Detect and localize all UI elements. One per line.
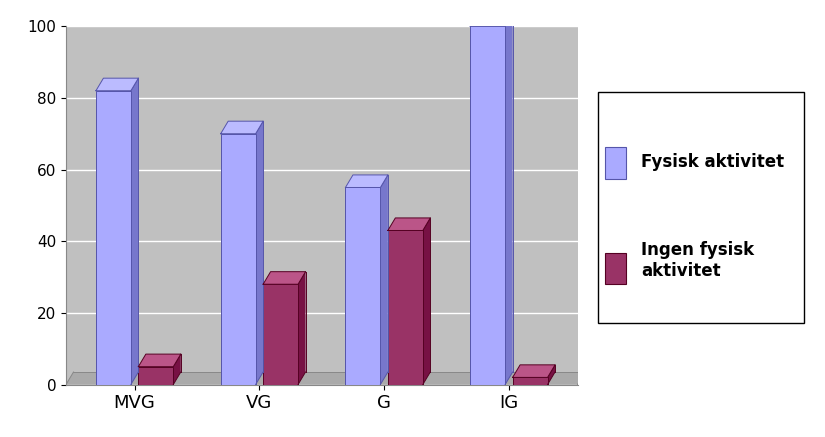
Polygon shape (548, 365, 555, 385)
Text: Fysisk aktivitet: Fysisk aktivitet (641, 153, 785, 171)
Polygon shape (66, 372, 585, 385)
Polygon shape (505, 14, 512, 385)
Bar (96, 91, 131, 385)
Polygon shape (263, 272, 305, 284)
Polygon shape (139, 354, 181, 367)
Bar (605, 147, 626, 179)
Polygon shape (380, 175, 388, 385)
Bar (388, 230, 422, 385)
Polygon shape (470, 14, 512, 26)
Polygon shape (422, 218, 431, 385)
Polygon shape (388, 218, 431, 230)
Polygon shape (221, 121, 263, 134)
Polygon shape (96, 78, 139, 91)
Bar (263, 284, 298, 385)
Polygon shape (131, 78, 139, 385)
FancyBboxPatch shape (598, 92, 804, 323)
Polygon shape (298, 272, 305, 385)
Bar (470, 26, 505, 385)
Bar (221, 134, 256, 385)
Bar (346, 187, 380, 385)
Bar (139, 367, 173, 385)
Text: Ingen fysisk
aktivitet: Ingen fysisk aktivitet (641, 241, 754, 280)
Bar (512, 378, 548, 385)
Bar (605, 253, 626, 284)
Polygon shape (512, 365, 555, 378)
Polygon shape (256, 121, 263, 385)
Polygon shape (173, 354, 181, 385)
Polygon shape (346, 175, 388, 187)
